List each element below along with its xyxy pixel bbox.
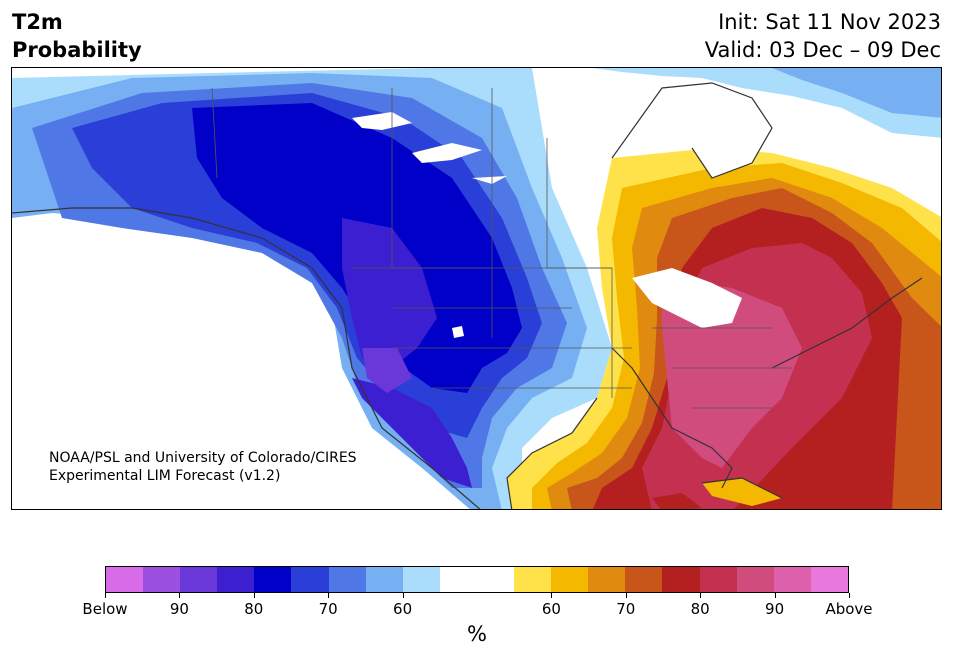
title-product: Probability [12,38,142,62]
colorbar-cell [217,567,255,592]
colorbar-tick [105,593,106,598]
colorbar-tick [551,593,553,598]
cold-prob-90 [362,348,412,393]
init-date: Init: Sat 11 Nov 2023 [718,10,941,34]
greenland-cold [772,68,941,118]
colorbar [105,566,849,593]
colorbar-cell [439,567,477,592]
colorbar-label: 60 [541,600,561,618]
colorbar-tick [328,593,330,598]
colorbar-cell [551,567,589,592]
colorbar-cell [402,567,440,592]
colorbar-tick [402,593,404,598]
colorbar-label: 90 [169,600,189,618]
colorbar-cell [365,567,403,592]
colorbar-cell [625,567,663,592]
colorbar-cell [699,567,737,592]
colorbar-unit: % [467,622,487,646]
credit-text: NOAA/PSL and University of Colorado/CIRE… [49,449,357,485]
title-left: T2m Probability [12,8,142,64]
colorbar-cell [106,567,144,592]
map-panel [11,67,942,510]
cold-prob-85b [352,378,472,488]
colorbar-cell [662,567,700,592]
credit-line-2: Experimental LIM Forecast (v1.2) [49,468,281,484]
credit-line-1: NOAA/PSL and University of Colorado/CIRE… [49,450,357,466]
arctic-ice-3 [472,176,507,184]
colorbar-cell [514,567,552,592]
colorbar-label: 80 [690,600,710,618]
lake-small [452,326,464,338]
colorbar-label: 80 [244,600,264,618]
colorbar-tick [774,593,776,598]
title-right: Init: Sat 11 Nov 2023 Valid: 03 Dec – 09… [705,8,941,64]
colorbar-cell [736,567,774,592]
colorbar-cell [810,567,848,592]
colorbar-label: Below [82,600,128,618]
title-variable: T2m [12,10,63,34]
coastlines [12,82,923,509]
arctic-ice-2 [412,143,482,163]
colorbar-label: 60 [393,600,413,618]
colorbar-tick [179,593,181,598]
colorbar-cell [291,567,329,592]
colorbar-cell [254,567,292,592]
colorbar-cell [588,567,626,592]
colorbar-label: Above [825,600,873,618]
state-borders [211,87,792,409]
valid-range: Valid: 03 Dec – 09 Dec [704,38,941,62]
colorbar-cell [773,567,811,592]
colorbar-label: 70 [318,600,338,618]
arctic-ice-1 [352,112,412,130]
colorbar-label: 90 [765,600,785,618]
colorbar-cell [476,567,515,592]
colorbar-tick [849,593,850,598]
cold-prob-85 [342,218,437,368]
great-lakes [632,268,742,328]
colorbar-cell [143,567,181,592]
colorbar-tick [700,593,702,598]
colorbar-tick [253,593,255,598]
cuba-warm [702,478,782,506]
hudson-bay [662,83,772,178]
colorbar-cell [180,567,218,592]
probability-map [12,68,941,509]
hispaniola-warm [652,493,702,509]
colorbar-label: 70 [616,600,636,618]
colorbar-tick [625,593,627,598]
colorbar-cell [328,567,366,592]
